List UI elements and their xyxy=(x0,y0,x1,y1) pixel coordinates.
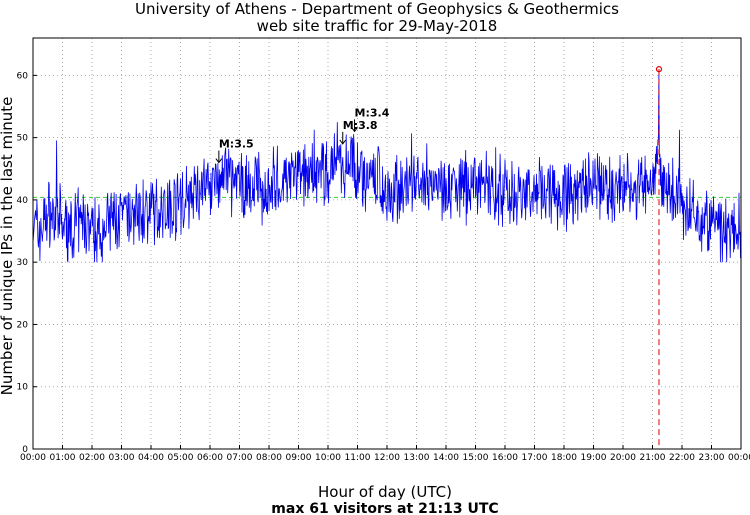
x-tick-label: 03:00 xyxy=(109,453,135,463)
x-tick-label: 08:00 xyxy=(256,453,282,463)
plot-frame xyxy=(32,37,742,450)
grid xyxy=(33,38,741,449)
annotation-arrow-head xyxy=(351,127,358,133)
annotation-arrow-head xyxy=(339,139,347,145)
earthquake-annotation: M:3.8 xyxy=(339,119,378,145)
x-tick-label: 22:00 xyxy=(669,453,695,463)
annotation-label: M:3.5 xyxy=(219,138,254,151)
x-tick-label: 23:00 xyxy=(699,453,725,463)
y-tick-label: 50 xyxy=(17,134,29,144)
y-tick-label: 20 xyxy=(17,320,29,330)
earthquake-annotations: M:3.5 M:3.8M:3.4 xyxy=(215,106,390,164)
x-tick-label: 14:00 xyxy=(433,453,459,463)
y-tick-label: 0 xyxy=(22,445,28,455)
x-tick-label: 16:00 xyxy=(492,453,518,463)
chart-subtitle: web site traffic for 29-May-2018 xyxy=(257,17,498,35)
y-tick-label: 60 xyxy=(17,71,29,81)
x-tick-label: 00:00 xyxy=(728,453,750,463)
x-tick-label: 04:00 xyxy=(138,453,164,463)
x-tick-label: 02:00 xyxy=(79,453,105,463)
earthquake-annotation: M:3.4 xyxy=(351,106,390,133)
chart-title: University of Athens - Department of Geo… xyxy=(135,0,619,18)
x-tick-label: 21:00 xyxy=(640,453,666,463)
x-tick-label: 17:00 xyxy=(522,453,548,463)
x-tick-label: 06:00 xyxy=(197,453,223,463)
x-tick-label: 13:00 xyxy=(404,453,430,463)
annotation-label: M:3.4 xyxy=(355,106,390,119)
x-axis-label: Hour of day (UTC) xyxy=(318,483,452,501)
x-tick-label: 07:00 xyxy=(227,453,253,463)
y-tick-label: 30 xyxy=(17,258,29,268)
x-tick-label: 01:00 xyxy=(50,453,76,463)
x-tick-label: 18:00 xyxy=(551,453,577,463)
x-tick-label: 09:00 xyxy=(286,453,312,463)
x-tick-label: 12:00 xyxy=(374,453,400,463)
x-tick-label: 20:00 xyxy=(610,453,636,463)
y-axis-label: Number of unique IPs in the last minute xyxy=(0,97,16,396)
traffic-series-line xyxy=(32,69,742,263)
x-tick-label: 11:00 xyxy=(345,453,371,463)
x-tick-label: 10:00 xyxy=(315,453,341,463)
earthquake-annotation: M:3.5 xyxy=(215,138,254,164)
x-tick-label: 19:00 xyxy=(581,453,607,463)
y-tick-label: 10 xyxy=(17,383,29,393)
x-tick-label: 00:00 xyxy=(20,453,46,463)
max-visitors-caption: max 61 visitors at 21:13 UTC xyxy=(271,501,498,515)
max-point xyxy=(655,66,663,73)
y-axis-ticks: 0 10 20 30 40 50 60 xyxy=(17,71,37,455)
x-tick-label: 15:00 xyxy=(463,453,489,463)
annotation-arrow-head xyxy=(215,158,223,164)
annotation-label: M:3.8 xyxy=(343,119,378,132)
x-tick-label: 05:00 xyxy=(168,453,194,463)
y-tick-label: 40 xyxy=(17,196,29,206)
x-axis-ticks: 00:00 01:00 02:00 03:00 04:00 05:00 06:00 07:00… xyxy=(20,445,750,463)
